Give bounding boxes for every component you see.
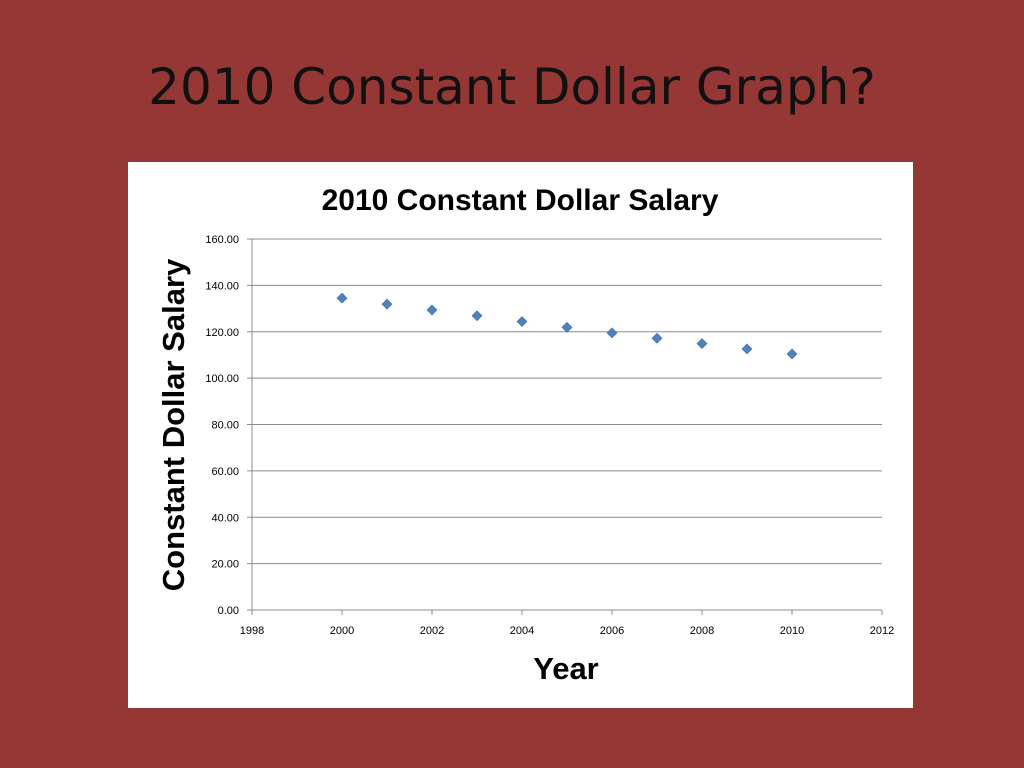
y-tick-label: 160.00	[205, 234, 239, 246]
y-tick-label: 60.00	[211, 466, 239, 478]
y-tick-label: 20.00	[211, 559, 239, 571]
x-tick-label: 2008	[690, 625, 714, 637]
y-tick-label: 140.00	[205, 280, 239, 292]
y-tick-label: 40.00	[211, 512, 239, 524]
y-tick-labels: 0.00 20.00 40.00 60.00 80.00 100.00 120.00 140.…	[205, 234, 239, 617]
y-axis-label: Constant Dollar Salary	[156, 258, 191, 591]
data-point	[561, 321, 573, 333]
slide-title: 2010 Constant Dollar Graph?	[148, 58, 876, 116]
data-points	[336, 292, 798, 360]
x-tick-label: 2000	[330, 625, 354, 637]
data-point	[741, 343, 753, 355]
data-point	[651, 332, 663, 344]
data-point	[786, 348, 798, 360]
data-point	[426, 304, 438, 316]
x-tick-label: 1998	[240, 625, 264, 637]
data-point	[381, 298, 393, 310]
chart-panel: 0.00 20.00 40.00 60.00 80.00 100.00 120.00 140.…	[128, 162, 913, 708]
axes	[251, 239, 883, 615]
x-tick-label: 2004	[510, 625, 534, 637]
scatter-chart: 0.00 20.00 40.00 60.00 80.00 100.00 120.00 140.…	[156, 184, 894, 686]
y-tick-label: 80.00	[211, 420, 239, 432]
x-tick-label: 2006	[600, 625, 624, 637]
data-point	[471, 310, 483, 322]
data-point	[516, 316, 528, 327]
x-tick-labels: 1998 2000 2002 2004 2006 2008 2010 2012	[240, 625, 894, 637]
x-tick-label: 2010	[780, 625, 804, 637]
x-tick-label: 2002	[420, 625, 444, 637]
y-tick-label: 120.00	[205, 327, 239, 339]
y-tick-label: 100.00	[205, 373, 239, 385]
data-point	[336, 292, 348, 304]
data-point	[606, 327, 618, 339]
x-axis-label: Year	[533, 651, 599, 686]
gridlines	[247, 238, 882, 611]
y-tick-label: 0.00	[218, 605, 239, 617]
x-tick-label: 2012	[870, 625, 894, 637]
data-point	[696, 338, 708, 350]
chart-title: 2010 Constant Dollar Salary	[322, 184, 719, 217]
